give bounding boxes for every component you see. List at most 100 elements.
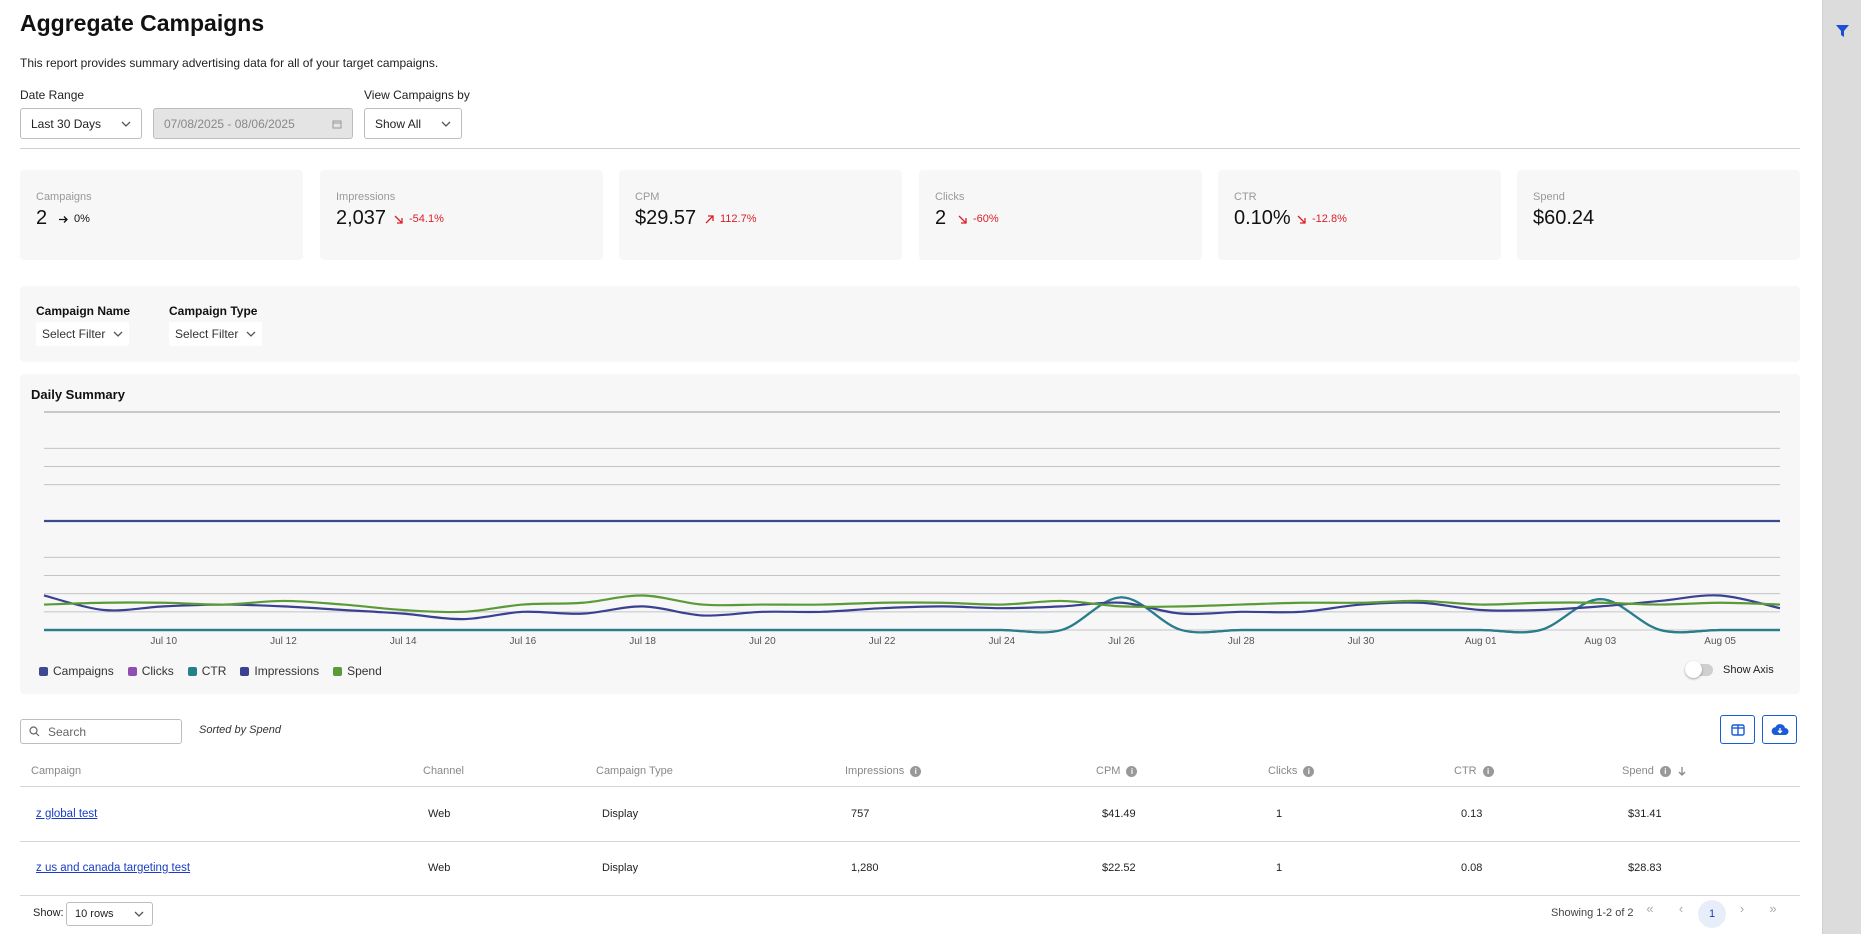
kpi-label: Campaigns: [36, 191, 92, 203]
campaign-link[interactable]: z global test: [36, 808, 98, 820]
daily-summary-chart: Daily Summary Jul 10 Jul 12 Jul 14 Jul 16 Ju…: [20, 374, 1800, 694]
legend-item-campaigns[interactable]: Campaigns: [39, 664, 114, 678]
rows-per-page-select[interactable]: 10 rows: [66, 902, 153, 926]
cell-campaign-type: Display: [602, 862, 639, 874]
x-tick-label: Jul 12: [270, 636, 297, 647]
column-header-impressions[interactable]: Impressions i: [845, 765, 922, 777]
legend-label: Spend: [347, 664, 382, 678]
campaign-name-filter[interactable]: Select Filter: [36, 322, 130, 346]
chevron-down-icon: [121, 121, 131, 127]
cell-impressions: 1,280: [851, 862, 879, 874]
cell-ctr: 0.08: [1461, 862, 1483, 874]
column-header-clicks[interactable]: Clicks i: [1268, 765, 1315, 777]
first-page-button[interactable]: «: [1646, 901, 1654, 916]
kpi-delta: -12.8%: [1296, 213, 1347, 225]
kpi-value: 2: [36, 207, 48, 229]
column-header-channel[interactable]: Channel: [423, 765, 464, 777]
info-icon[interactable]: i: [910, 765, 922, 777]
date-span-input: 07/08/2025 - 08/06/2025: [153, 108, 353, 139]
column-header-label: CPM: [1096, 765, 1121, 777]
sort-descending-icon[interactable]: [1677, 766, 1687, 777]
page-button-current[interactable]: 1: [1698, 900, 1726, 928]
campaign-link[interactable]: z us and canada targeting test: [36, 862, 191, 874]
arrow-down-right-icon: [958, 215, 967, 224]
kpi-value: 0.10%: [1234, 207, 1291, 229]
column-header-campaign-type[interactable]: Campaign Type: [596, 765, 673, 777]
page-title: Aggregate Campaigns: [20, 10, 265, 36]
legend-item-ctr[interactable]: CTR: [187, 664, 227, 678]
kpi-card-campaigns: Campaigns 2 0%: [20, 170, 303, 260]
last-page-button[interactable]: »: [1769, 901, 1777, 916]
view-by-select[interactable]: Show All: [364, 108, 462, 139]
column-header-label: Spend: [1622, 765, 1654, 777]
date-span-value: 07/08/2025 - 08/06/2025: [164, 116, 295, 131]
campaign-type-filter[interactable]: Select Filter: [169, 322, 263, 346]
cell-spend: $31.41: [1628, 808, 1662, 820]
legend-swatch: [39, 666, 48, 676]
date-range-select[interactable]: Last 30 Days: [20, 108, 142, 139]
column-header-ctr[interactable]: CTR i: [1454, 765, 1494, 777]
campaign-type-label: Campaign Type: [169, 304, 258, 318]
x-tick-label: Aug 01: [1465, 636, 1497, 647]
toggle-switch[interactable]: [1685, 661, 1713, 678]
info-icon[interactable]: i: [1482, 765, 1494, 777]
show-rows-label: Show:: [33, 907, 64, 919]
kpi-card-cpm: CPM $29.57 112.7%: [619, 170, 902, 260]
cell-channel: Web: [428, 862, 451, 874]
search-box[interactable]: [20, 719, 182, 744]
kpi-label: Impressions: [336, 191, 396, 203]
kpi-value: 2,037: [336, 207, 387, 229]
kpi-card-ctr: CTR 0.10% -12.8%: [1218, 170, 1501, 260]
table-row: z us and canada targeting test Web Displ…: [20, 842, 1800, 896]
view-by-label: View Campaigns by: [364, 88, 470, 102]
info-icon[interactable]: i: [1659, 765, 1671, 777]
column-header-cpm[interactable]: CPM i: [1096, 765, 1138, 777]
kpi-value: $60.24: [1533, 207, 1595, 229]
campaign-name-filter-value: Select Filter: [42, 327, 106, 341]
chevron-down-icon: [113, 331, 123, 337]
kpi-delta-value: -12.8%: [1312, 213, 1347, 225]
cell-clicks: 1: [1276, 862, 1283, 874]
kpi-label: Clicks: [935, 191, 965, 203]
info-icon[interactable]: i: [1303, 765, 1315, 777]
date-range-label: Date Range: [20, 88, 85, 102]
page-subtitle: This report provides summary advertising…: [20, 56, 439, 70]
series-line-ctr: [43, 596, 1780, 634]
kpi-value: 2: [935, 207, 947, 229]
prev-page-button[interactable]: ‹: [1678, 901, 1684, 916]
arrow-down-right-icon: [394, 215, 403, 224]
filter-icon[interactable]: [1835, 24, 1850, 38]
cell-cpm: $41.49: [1102, 808, 1136, 820]
x-tick-label: Jul 30: [1348, 636, 1375, 647]
main-content: Aggregate Campaigns This report provides…: [20, 10, 1800, 928]
show-axis-toggle[interactable]: Show Axis: [1685, 661, 1774, 678]
cell-campaign-type: Display: [602, 808, 639, 820]
legend-swatch: [127, 666, 137, 676]
arrow-down-right-icon: [1297, 215, 1306, 224]
legend-item-clicks[interactable]: Clicks: [127, 664, 174, 678]
kpi-card-spend: Spend $60.24: [1517, 170, 1800, 260]
next-page-button[interactable]: ›: [1739, 901, 1745, 916]
legend-label: Campaigns: [53, 664, 114, 678]
download-button[interactable]: [1762, 715, 1797, 744]
kpi-label: Spend: [1533, 191, 1565, 203]
x-tick-label: Jul 22: [869, 636, 896, 647]
cell-clicks: 1: [1276, 808, 1283, 820]
legend-item-impressions[interactable]: Impressions: [240, 664, 319, 678]
legend-item-spend[interactable]: Spend: [333, 664, 382, 678]
column-header-spend[interactable]: Spend i: [1622, 765, 1687, 777]
column-header-label: Channel: [423, 765, 464, 777]
info-icon[interactable]: i: [1126, 765, 1138, 777]
search-input[interactable]: [48, 724, 168, 739]
view-by-value: Show All: [375, 116, 422, 131]
columns-button[interactable]: [1720, 715, 1755, 744]
sorted-by-label: Sorted by Spend: [199, 724, 281, 736]
legend-swatch: [333, 666, 343, 676]
legend-label: CTR: [201, 664, 227, 678]
campaign-name-label: Campaign Name: [36, 304, 131, 318]
legend-swatch: [187, 666, 197, 676]
rows-per-page-value: 10 rows: [75, 908, 114, 920]
cell-impressions: 757: [851, 808, 870, 820]
kpi-delta: -54.1%: [393, 213, 444, 225]
column-header-campaign[interactable]: Campaign: [31, 765, 81, 777]
